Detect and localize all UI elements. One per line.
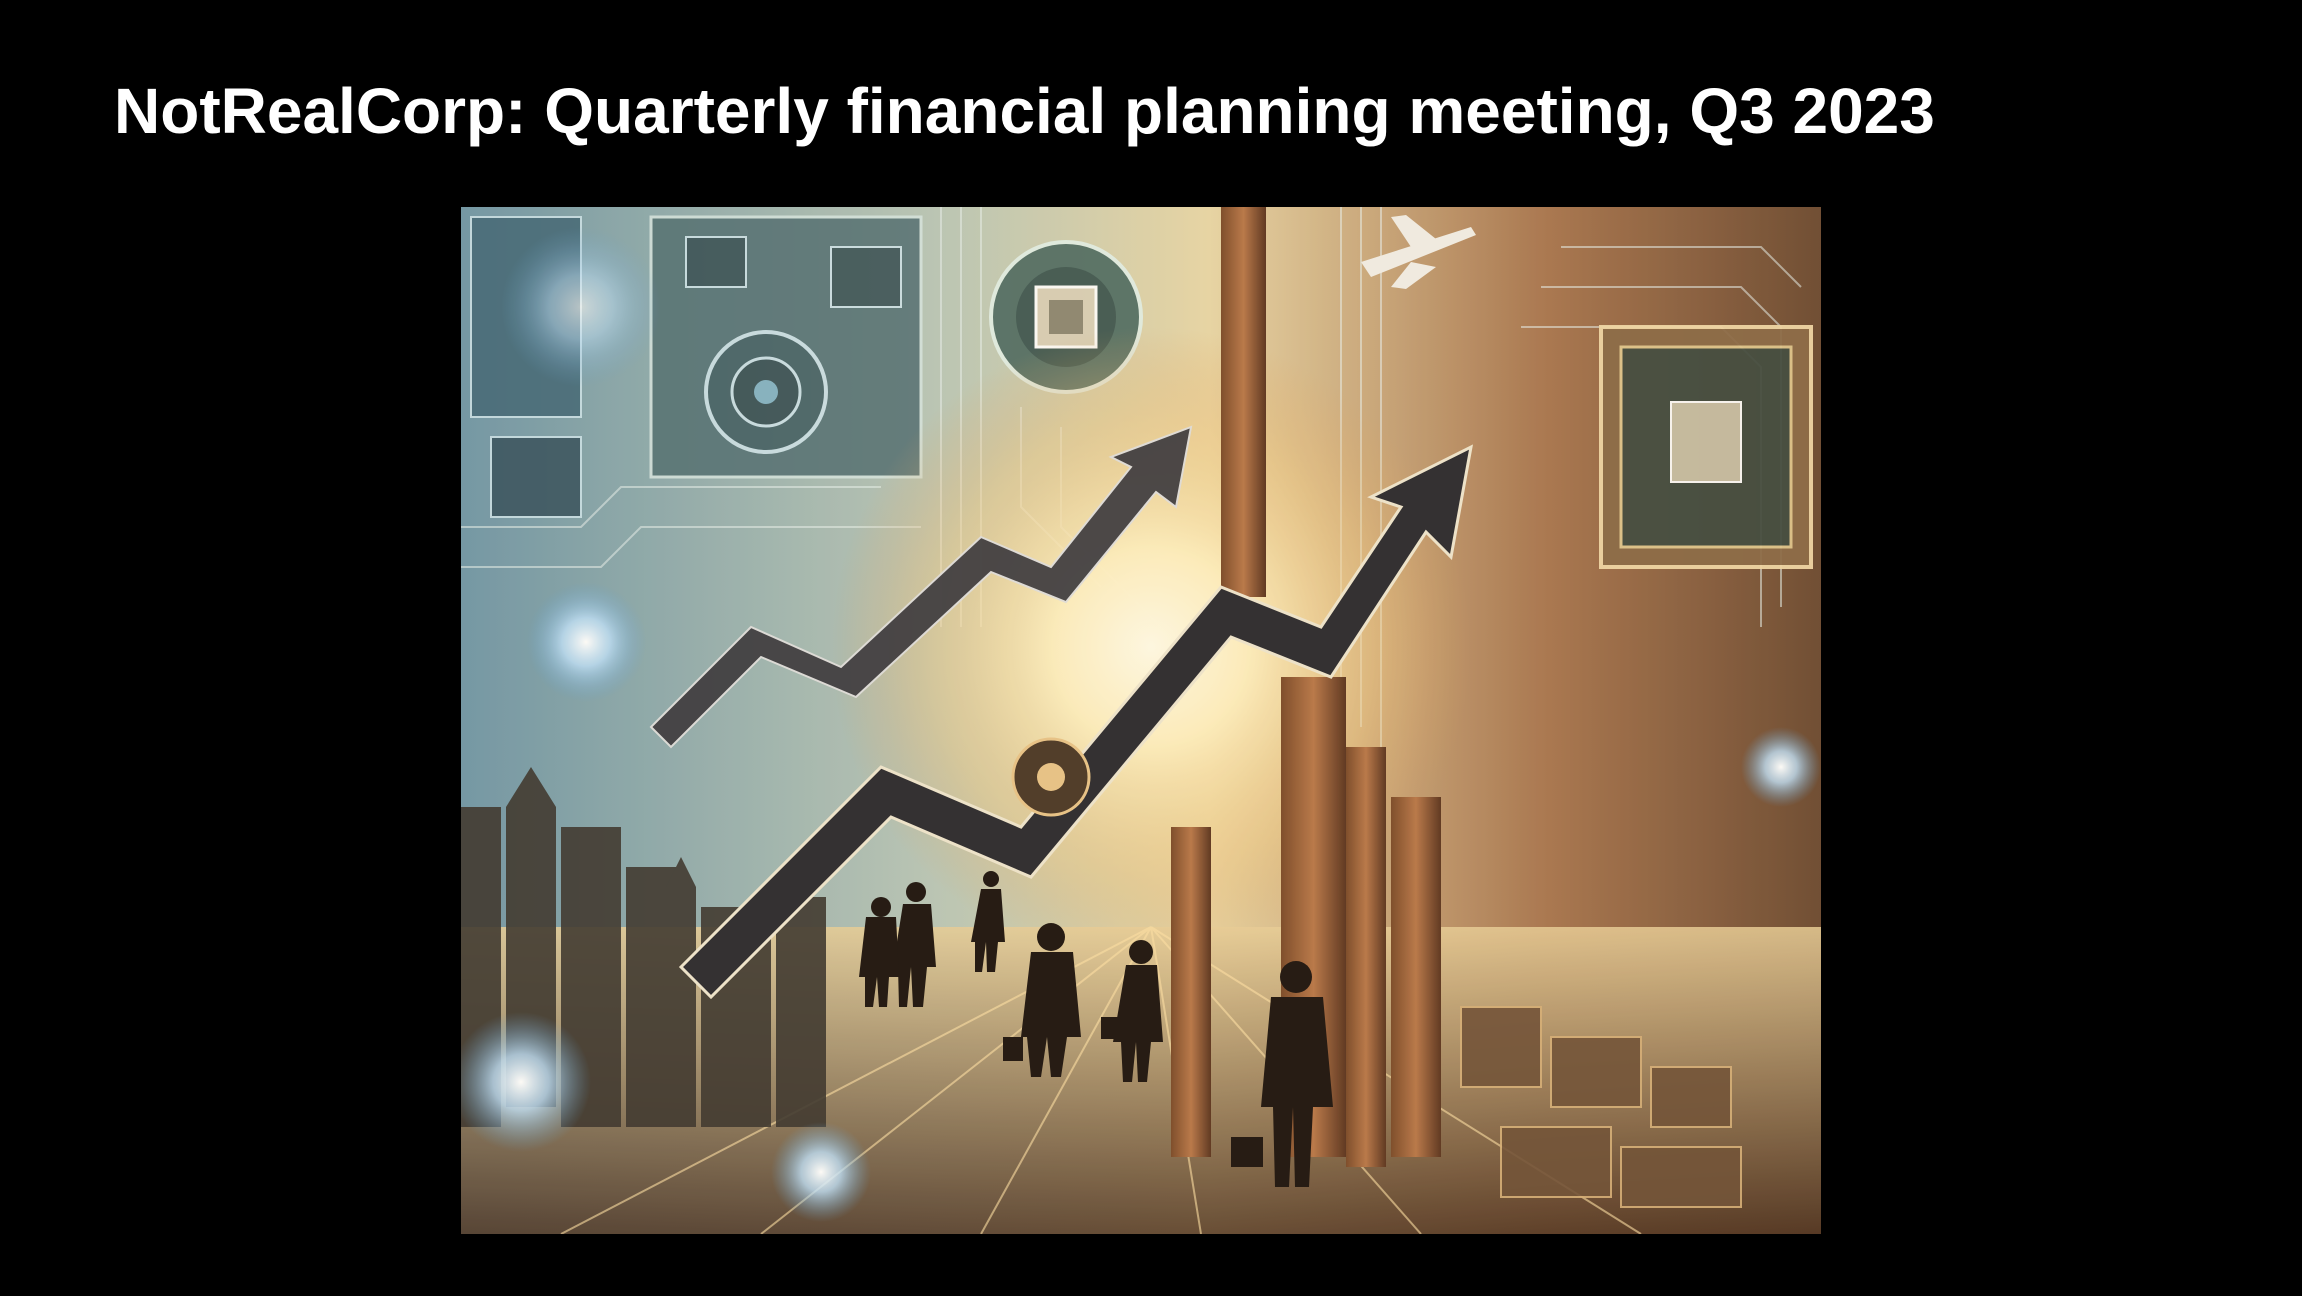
business-silhouettes xyxy=(859,871,1333,1187)
slide-title: NotRealCorp: Quarterly financial plannin… xyxy=(114,75,1935,147)
skyline-left xyxy=(461,767,826,1127)
machinery-right xyxy=(1460,1006,1742,1208)
airplane xyxy=(1361,215,1476,289)
hero-illustration xyxy=(461,207,1821,1234)
light-flares xyxy=(461,227,1821,1222)
trend-arrow xyxy=(649,425,1474,1000)
gear-emblem xyxy=(1011,737,1091,817)
chip-right xyxy=(1599,325,1813,569)
hero-illustration-art xyxy=(461,207,1821,1234)
